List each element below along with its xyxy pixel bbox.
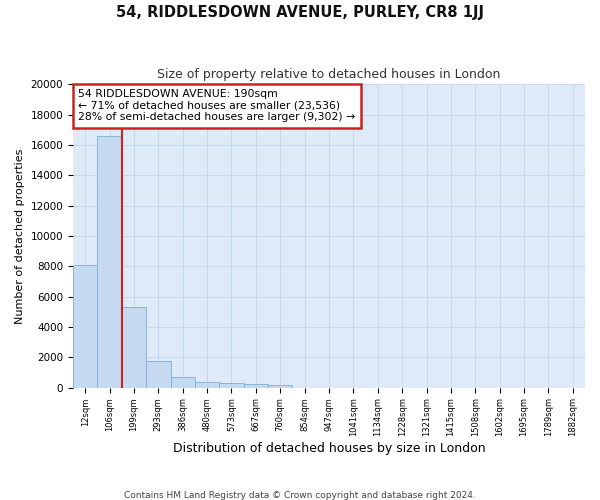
Y-axis label: Number of detached properties: Number of detached properties xyxy=(15,148,25,324)
Bar xyxy=(73,265,97,388)
Bar xyxy=(195,382,220,388)
X-axis label: Distribution of detached houses by size in London: Distribution of detached houses by size … xyxy=(173,442,485,455)
Text: 54, RIDDLESDOWN AVENUE, PURLEY, CR8 1JJ: 54, RIDDLESDOWN AVENUE, PURLEY, CR8 1JJ xyxy=(116,5,484,20)
Text: 54 RIDDLESDOWN AVENUE: 190sqm
← 71% of detached houses are smaller (23,536)
28% : 54 RIDDLESDOWN AVENUE: 190sqm ← 71% of d… xyxy=(78,89,355,122)
Bar xyxy=(268,384,292,388)
Bar xyxy=(146,361,170,388)
Bar xyxy=(122,308,146,388)
Bar xyxy=(97,136,122,388)
Bar xyxy=(170,377,195,388)
Title: Size of property relative to detached houses in London: Size of property relative to detached ho… xyxy=(157,68,501,80)
Bar xyxy=(244,384,268,388)
Bar xyxy=(220,384,244,388)
Text: Contains HM Land Registry data © Crown copyright and database right 2024.: Contains HM Land Registry data © Crown c… xyxy=(124,490,476,500)
